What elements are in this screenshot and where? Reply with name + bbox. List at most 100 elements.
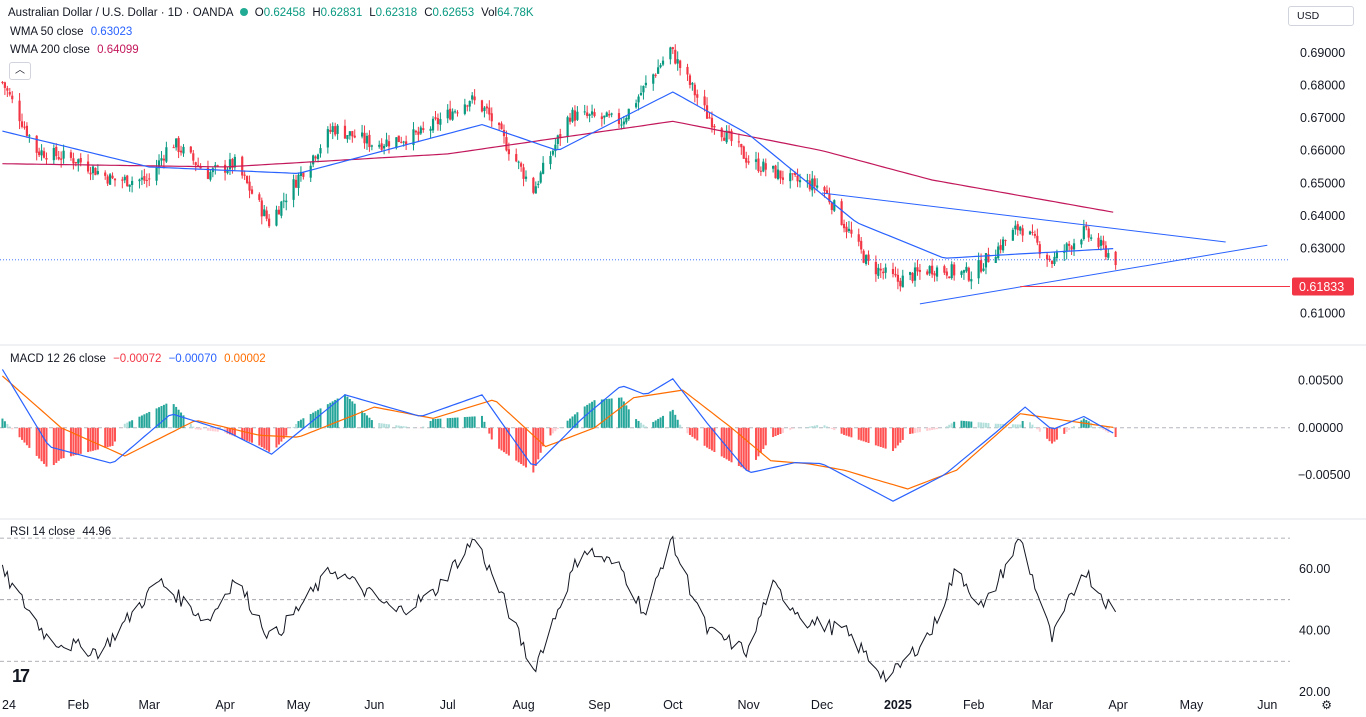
- macd-hist-bar: [297, 421, 300, 428]
- candle-body: [309, 165, 312, 178]
- currency-selector[interactable]: USD: [1288, 6, 1354, 26]
- macd-hist-bar: [250, 427, 253, 443]
- macd-hist-bar: [140, 415, 143, 428]
- macd-hist-bar: [241, 427, 244, 440]
- candle-body: [1028, 231, 1032, 235]
- candle-body: [1107, 253, 1110, 258]
- macd-signal-value: 0.00002: [224, 353, 266, 365]
- macd-hist-bar: [659, 417, 662, 428]
- candle-body: [537, 183, 540, 185]
- macd-hist-bar: [6, 423, 9, 428]
- macd-hist-bar: [483, 421, 486, 428]
- candle-body: [703, 96, 706, 106]
- macd-hist-bar: [882, 427, 885, 448]
- rsi-label: RSI 14 close: [10, 526, 76, 538]
- candle-body: [189, 146, 192, 153]
- candle-body: [206, 167, 210, 179]
- candle-body: [52, 148, 55, 161]
- candle-body: [791, 173, 794, 175]
- macd-hist-bar: [329, 402, 332, 428]
- macd-hist-bar: [517, 427, 520, 463]
- candle-body: [825, 190, 829, 194]
- candle-body: [60, 158, 63, 160]
- candle-body: [661, 60, 665, 65]
- price-tag-bg: [1292, 277, 1354, 296]
- macd-hist-bar: [899, 427, 902, 443]
- macd-hist-bar: [162, 404, 165, 428]
- candle-body: [55, 146, 58, 157]
- candle-body: [894, 273, 897, 276]
- macd-hist-bar: [791, 427, 794, 429]
- macd-hist-bar: [471, 416, 474, 428]
- candle-body: [485, 106, 488, 109]
- candle-body: [644, 82, 647, 86]
- macd-hist-bar: [319, 408, 322, 428]
- x-axis-tick: Mar: [1031, 698, 1053, 712]
- macd-hist-bar: [243, 427, 246, 440]
- candle-body: [953, 264, 956, 276]
- macd-hist-bar: [1099, 427, 1102, 429]
- candle-body: [368, 134, 371, 148]
- candle-body: [42, 151, 46, 158]
- candle-body: [874, 261, 877, 275]
- gear-icon[interactable]: ⚙: [1321, 698, 1332, 712]
- macd-hist-bar: [1097, 427, 1100, 428]
- x-axis-tick: Feb: [68, 698, 90, 712]
- macd-hist-bar: [89, 427, 92, 452]
- candle-body: [20, 121, 24, 127]
- candle-body: [759, 170, 762, 172]
- macd-hist-bar: [933, 427, 936, 430]
- macd-hist-bar: [216, 427, 219, 432]
- macd-hist-bar: [96, 427, 99, 450]
- macd-hist-bar: [365, 415, 368, 428]
- macd-hist-bar: [224, 427, 227, 433]
- wma50-line: [2, 91, 1114, 259]
- candle-body: [197, 164, 200, 166]
- candle-body: [370, 145, 373, 147]
- macd-hist-bar: [754, 427, 757, 460]
- macd-hist-bar: [52, 427, 55, 466]
- candle-body: [742, 146, 745, 159]
- macd-hist-bar: [642, 424, 645, 428]
- candle-body: [997, 246, 1000, 259]
- collapse-legend-button[interactable]: ︿: [9, 62, 31, 80]
- candle-body: [231, 159, 234, 168]
- macd-hist-bar: [361, 410, 364, 428]
- macd-hist-bar: [551, 427, 554, 434]
- candle-body: [348, 131, 351, 136]
- macd-hist-bar: [299, 419, 302, 428]
- candle-body: [534, 186, 537, 194]
- rsi-legend: RSI 14 close 44.96: [10, 525, 115, 540]
- candle-body: [277, 209, 281, 215]
- candle-body: [282, 200, 285, 202]
- x-axis-tick: 2025: [884, 698, 912, 712]
- candle-body: [123, 176, 126, 181]
- macd-hist-bar: [1031, 424, 1034, 428]
- macd-hist-bar: [994, 423, 997, 428]
- candle-body: [600, 116, 603, 119]
- candle-body: [811, 178, 814, 191]
- candle-body: [847, 228, 851, 232]
- candle-body: [781, 177, 785, 180]
- macd-hist-bar: [669, 411, 672, 428]
- candle-body: [539, 172, 542, 183]
- macd-hist-bar: [843, 427, 846, 435]
- macd-hist-bar: [857, 427, 860, 440]
- macd-hist-bar: [806, 427, 809, 428]
- candle-body: [165, 147, 168, 162]
- macd-hist-bar: [336, 398, 339, 428]
- macd-hist-bar: [378, 423, 381, 428]
- candle-body: [216, 165, 219, 167]
- macd-hist-bar: [192, 426, 195, 428]
- macd-hist-bar: [693, 427, 696, 439]
- candle-body: [840, 201, 843, 226]
- candle-body: [263, 209, 266, 217]
- macd-hist-bar: [671, 409, 674, 428]
- macd-axis-tick: −0.00500: [1298, 468, 1351, 482]
- macd-hist-bar: [326, 404, 329, 428]
- candle-body: [960, 271, 963, 275]
- macd-hist-bar: [74, 427, 77, 456]
- macd-hist-bar: [549, 427, 552, 436]
- macd-hist-bar: [987, 423, 990, 428]
